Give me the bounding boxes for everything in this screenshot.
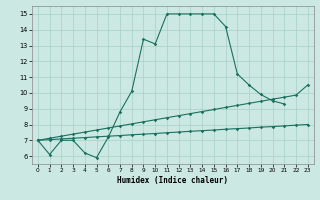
X-axis label: Humidex (Indice chaleur): Humidex (Indice chaleur) — [117, 176, 228, 185]
